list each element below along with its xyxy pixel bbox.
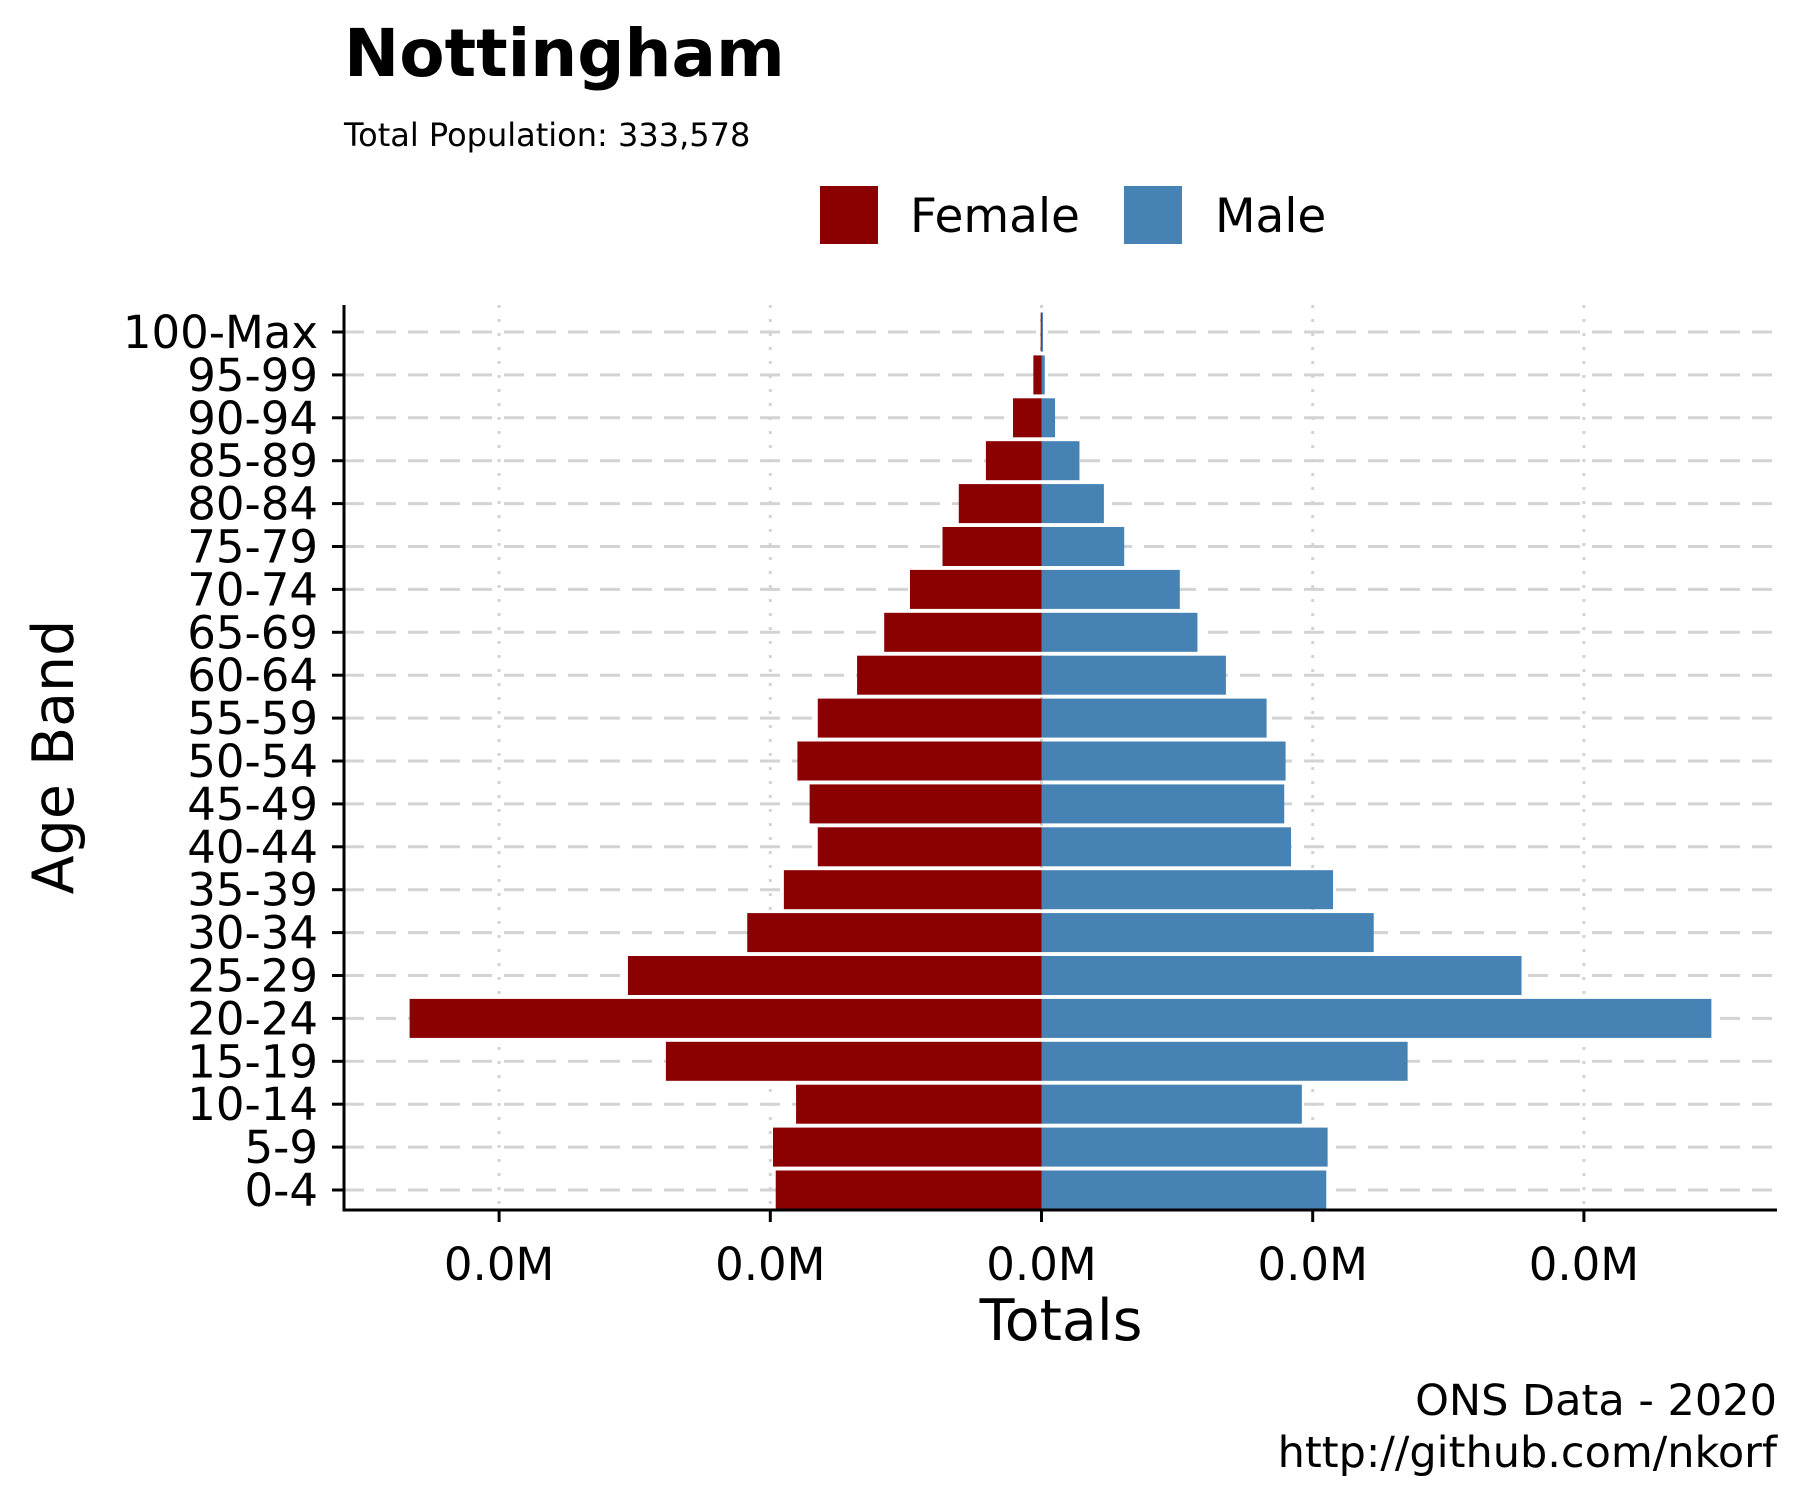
y-tick-label: 95-99 [187, 349, 318, 402]
female-bar-100-max [1040, 312, 1043, 352]
y-tick-label: 20-24 [187, 992, 318, 1045]
female-bar-70-74 [909, 569, 1042, 609]
x-tick-labels: 0.0M 0.0M 0.0M 0.0M 0.0M [444, 1210, 1639, 1291]
x-axis-title: Totals [979, 1288, 1143, 1354]
chart-title: Nottingham [344, 15, 785, 92]
y-tick-label: 50-54 [187, 735, 318, 788]
y-tick-label: 35-39 [187, 864, 318, 917]
y-tick-label: 85-89 [187, 435, 318, 488]
y-tick-label: 90-94 [187, 392, 318, 445]
y-axis-title: Age Band [21, 620, 87, 895]
male-bar-0-4 [1041, 1170, 1327, 1210]
y-tick-label: 40-44 [187, 821, 318, 874]
female-bar-90-94 [1013, 398, 1042, 438]
y-tick-labels: 0-45-910-1415-1920-2425-2930-3435-3940-4… [123, 306, 344, 1217]
y-tick-label: 30-34 [187, 907, 318, 960]
male-bar-40-44 [1041, 827, 1292, 867]
female-bar-50-54 [797, 741, 1042, 781]
female-bar-85-89 [985, 441, 1042, 481]
y-tick-label: 0-4 [245, 1164, 319, 1217]
legend-label-male: Male [1215, 189, 1326, 244]
x-tick-label: 0.0M [715, 1238, 825, 1291]
y-tick-label: 60-64 [187, 649, 318, 702]
y-tick-label: 15-19 [187, 1035, 318, 1088]
x-tick-label: 0.0M [1258, 1238, 1368, 1291]
y-tick-label: 10-14 [187, 1078, 318, 1131]
x-tick-label: 0.0M [986, 1238, 1096, 1291]
male-bar-45-49 [1041, 784, 1285, 824]
male-bar-95-99 [1041, 355, 1045, 395]
male-bar-70-74 [1041, 569, 1180, 609]
female-bar-5-9 [773, 1127, 1042, 1167]
male-bar-55-59 [1041, 698, 1267, 738]
female-bar-40-44 [817, 827, 1042, 867]
male-bar-5-9 [1041, 1127, 1328, 1167]
y-tick-label: 65-69 [187, 606, 318, 659]
chart-subtitle: Total Population: 333,578 [343, 116, 750, 154]
caption-url: http://github.com/nkorf [1278, 1428, 1778, 1478]
male-bar-85-89 [1041, 441, 1080, 481]
female-bar-60-64 [857, 655, 1042, 695]
legend-swatch-female [820, 186, 878, 244]
legend-swatch-male [1124, 186, 1182, 244]
legend: Female Male [820, 186, 1326, 244]
male-bar-60-64 [1041, 655, 1226, 695]
male-bar-15-19 [1041, 1041, 1408, 1081]
y-tick-label: 45-49 [187, 778, 318, 831]
female-bar-35-39 [783, 870, 1042, 910]
female-bar-10-14 [796, 1084, 1042, 1124]
legend-label-female: Female [910, 189, 1080, 244]
female-bar-15-19 [665, 1041, 1042, 1081]
female-bar-25-29 [627, 956, 1042, 995]
female-bar-65-69 [884, 612, 1042, 652]
male-bar-30-34 [1041, 913, 1374, 953]
male-bar-80-84 [1041, 484, 1104, 524]
male-bar-50-54 [1041, 741, 1286, 781]
female-bar-0-4 [775, 1170, 1042, 1210]
y-tick-label: 55-59 [187, 692, 318, 745]
female-bar-30-34 [747, 913, 1042, 953]
y-tick-label: 80-84 [187, 478, 318, 531]
caption-source: ONS Data - 2020 [1415, 1376, 1777, 1426]
male-bar-20-24 [1041, 998, 1712, 1038]
female-bar-45-49 [809, 784, 1042, 824]
male-bar-25-29 [1041, 956, 1522, 995]
y-tick-label: 5-9 [245, 1121, 319, 1174]
female-bar-80-84 [958, 484, 1042, 524]
male-bar-90-94 [1041, 398, 1056, 438]
y-tick-label: 75-79 [187, 521, 318, 574]
y-tick-label: 100-Max [123, 306, 318, 359]
y-tick-label: 70-74 [187, 563, 318, 616]
female-bar-20-24 [409, 998, 1042, 1038]
bars [409, 312, 1712, 1210]
male-bar-10-14 [1041, 1084, 1302, 1124]
male-bar-100-max [1041, 312, 1043, 352]
y-tick-label: 25-29 [187, 950, 318, 1003]
female-bar-75-79 [942, 527, 1042, 566]
x-tick-label: 0.0M [444, 1238, 554, 1291]
female-bar-55-59 [817, 698, 1042, 738]
male-bar-75-79 [1041, 527, 1125, 566]
axes [342, 305, 1777, 1212]
male-bar-35-39 [1041, 870, 1334, 910]
x-tick-label: 0.0M [1529, 1238, 1639, 1291]
male-bar-65-69 [1041, 612, 1198, 652]
female-bar-95-99 [1033, 355, 1042, 395]
